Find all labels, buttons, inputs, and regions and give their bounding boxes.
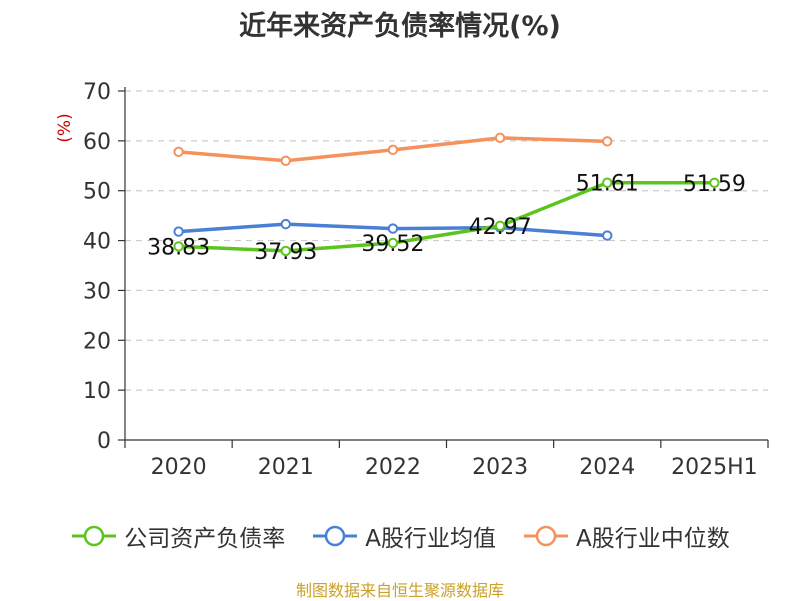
y-tick-label: 70	[83, 80, 111, 105]
data-point	[173, 146, 184, 158]
legend-marker-icon	[313, 525, 358, 547]
source-note: 制图数据来自恒生聚源数据库	[295, 581, 504, 600]
data-point	[602, 177, 613, 188]
x-tick-label: 2023	[472, 455, 528, 480]
legend-marker-icon	[524, 525, 568, 547]
x-tick-label: 2025H1	[671, 455, 758, 480]
data-label: 38.83	[147, 235, 210, 260]
y-tick-label: 60	[83, 130, 111, 155]
data-point	[173, 226, 184, 237]
x-tick-label: 2020	[151, 455, 207, 480]
x-tick-label: 2022	[365, 455, 421, 480]
legend-label: 公司资产负债率	[124, 526, 286, 552]
y-axis-label: (%)	[55, 113, 75, 142]
data-point	[709, 177, 720, 188]
y-tick-label: 50	[83, 180, 111, 205]
data-point	[387, 223, 399, 234]
series-lines	[173, 132, 720, 257]
data-point	[280, 155, 291, 167]
data-point	[387, 144, 399, 156]
series-line	[178, 180, 715, 253]
y-tick-label: 10	[83, 379, 111, 404]
data-point	[494, 132, 506, 144]
data-point	[602, 136, 613, 147]
legend-marker-icon	[72, 525, 117, 547]
x-tick-label: 2024	[579, 455, 635, 480]
data-point	[494, 220, 506, 231]
legend-item: 公司资产负债率	[70, 519, 285, 553]
data-label: 37.93	[254, 240, 317, 265]
data-point	[280, 245, 291, 257]
y-tick-label: 30	[83, 279, 111, 304]
legend-label: A股行业均值	[365, 526, 496, 552]
data-point	[387, 237, 399, 249]
legend: 公司资产负债率 A股行业均值 A股行业中位数	[0, 518, 800, 554]
legend-label: A股行业中位数	[576, 526, 730, 552]
y-tick-label: 0	[97, 429, 111, 454]
grid-lines	[125, 90, 768, 391]
data-point	[173, 241, 184, 252]
y-tick-label: 40	[83, 230, 111, 255]
legend-item: A股行业均值	[311, 519, 496, 553]
data-label: 51.61	[576, 172, 639, 197]
data-point	[280, 218, 291, 230]
data-label: 39.52	[361, 232, 424, 257]
x-tick-label: 2021	[258, 455, 314, 480]
data-label: 42.97	[469, 215, 532, 240]
data-label: 51.59	[683, 172, 746, 197]
axes: 0 10 20 30 40 50 60 70 2020 2021 2022 2023 2024 2025H…	[55, 80, 769, 480]
legend-item: A股行业中位数	[522, 519, 730, 553]
data-labels: 38.83 37.93 39.52 42.97 51.61 51.59	[147, 172, 746, 265]
y-tick-label: 20	[83, 329, 111, 354]
chart-title: 近年来资产负债率情况(%)	[239, 11, 561, 42]
data-point	[602, 230, 613, 241]
